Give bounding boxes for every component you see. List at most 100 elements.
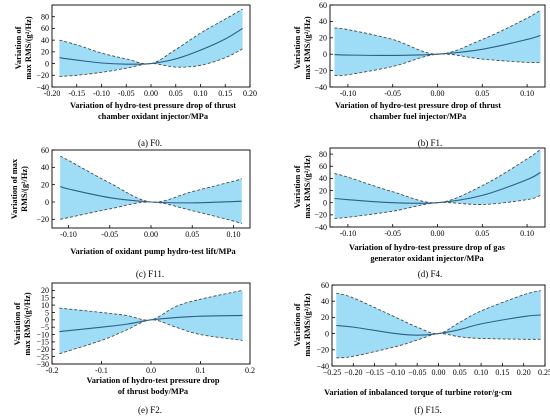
- y-tick-label: 0: [45, 198, 49, 207]
- x-axis-label: Variation of hydro-test pressure drop of…: [349, 243, 506, 252]
- x-tick-label: 0.20: [243, 89, 257, 98]
- x-tick-label: -0.05: [384, 229, 401, 238]
- panel-3: -0.10 -0.05 0.00 0.05 0.10 −40 −20 0 20 40 60 80 Var…: [293, 147, 546, 279]
- x-tick-label: -0.05: [101, 230, 118, 239]
- mean-line: [59, 314, 243, 333]
- y-tick-label: 40: [319, 17, 327, 26]
- y-tick-label: 80: [319, 150, 327, 159]
- y-axis-label: Variation of: [293, 26, 302, 69]
- x-tick-label: −0.20: [344, 368, 363, 377]
- mean-line: [334, 171, 541, 204]
- y-tick-label: −15: [36, 338, 49, 347]
- x-axis-label: generator oxidant injector/MPa: [370, 254, 484, 263]
- x-tick-label: −0.05: [408, 368, 427, 377]
- confidence-band: [60, 156, 242, 224]
- plot-area: [334, 9, 541, 77]
- x-tick-label: 0.1: [196, 366, 206, 375]
- x-axis-label: Variation of hydro-test pressure drop of…: [335, 101, 501, 110]
- plot-area: [59, 289, 243, 355]
- panel-2: -0.10 -0.05 0.00 0.05 0.10 −20 0 20 40 60 Variatio…: [10, 146, 251, 279]
- y-axis-label: RMS/(g²/Hz): [20, 166, 29, 212]
- panel-caption: (a) F0.: [138, 138, 162, 148]
- y-tick-label: 10: [41, 301, 49, 310]
- y-tick-label: −40: [314, 83, 327, 92]
- y-tick-label: 60: [319, 1, 327, 10]
- confidence-band: [334, 149, 541, 219]
- plot-area: [60, 155, 242, 225]
- x-axis-label: of thrust body/MPa: [118, 387, 189, 396]
- panel-caption: (f) F15.: [414, 405, 442, 415]
- y-tick-label: 20: [41, 48, 49, 57]
- x-axis-label: Variation of hydro-test pressure drop: [86, 376, 219, 385]
- y-axis-label: max RMS/(g²/Hz): [303, 16, 312, 79]
- caption-prefix: (a): [138, 138, 150, 148]
- x-axis-label: Variation of oxidant pump hydro-test lif…: [70, 247, 236, 256]
- panel-4: -0.2 -0.1 0.0 0.1 0.2 −30−25−20−15−10−5051015…: [13, 282, 255, 415]
- x-tick-label: 0.00: [144, 230, 158, 239]
- x-tick-label: 0.20: [517, 368, 531, 377]
- mean-line: [60, 185, 242, 204]
- caption-suffix: F4.: [430, 269, 442, 279]
- y-tick-label: 5: [45, 308, 49, 317]
- y-tick-label: −20: [36, 215, 49, 224]
- y-tick-label: 0: [323, 198, 327, 207]
- y-tick-label: 20: [41, 286, 49, 295]
- panel-caption: (b) F1.: [418, 138, 443, 148]
- panel-caption: (e) F2.: [138, 405, 162, 415]
- x-tick-label: -0.05: [118, 89, 135, 98]
- x-tick-label: 0.00: [432, 368, 446, 377]
- y-tick-label: −40: [316, 362, 329, 371]
- x-tick-label: -0.1: [95, 366, 108, 375]
- y-tick-label: 60: [41, 146, 49, 155]
- panel-5: −0.25 −0.20 −0.15 −0.10 −0.05 0.00 0.05 0.10 0.1…: [293, 281, 550, 415]
- x-axis-label: Variation of hydro-test pressure drop of…: [70, 101, 236, 110]
- y-tick-label: 60: [319, 162, 327, 171]
- y-tick-label: −20: [36, 71, 49, 80]
- x-tick-label: 0.10: [520, 229, 534, 238]
- y-axis-label: Variation of: [293, 303, 302, 346]
- plot-area: [336, 290, 541, 359]
- caption-suffix: F2.: [150, 405, 162, 415]
- x-axis-label: Variation of inbalanced torque of turbin…: [324, 388, 512, 397]
- y-tick-label: 15: [41, 294, 49, 303]
- y-tick-label: −20: [314, 66, 327, 75]
- x-tick-label: 0.25: [538, 368, 550, 377]
- y-tick-label: 20: [321, 313, 329, 322]
- plot-area: [59, 8, 243, 77]
- y-axis-label: Variation of: [13, 302, 22, 345]
- y-tick-label: 0: [45, 316, 49, 325]
- y-tick-label: 40: [41, 163, 49, 172]
- y-tick-label: 40: [41, 36, 49, 45]
- y-axis-label: Variation of: [14, 26, 23, 69]
- x-tick-label: 0.05: [453, 368, 467, 377]
- panel-1: -0.10 -0.05 0.00 0.05 0.10 −40 −20 0 20 40 60 Varia…: [293, 1, 546, 148]
- y-tick-label: 0: [323, 50, 327, 59]
- upper-bound-line: [59, 8, 243, 65]
- x-tick-label: 0.10: [194, 89, 208, 98]
- x-tick-label: -0.10: [93, 89, 110, 98]
- caption-prefix: (b): [418, 138, 431, 148]
- confidence-band: [336, 290, 541, 358]
- x-tick-label: −0.25: [323, 368, 342, 377]
- plot-area: [334, 148, 541, 219]
- y-tick-label: 40: [321, 297, 329, 306]
- mean-line: [334, 34, 541, 57]
- caption-suffix: F11.: [148, 269, 164, 279]
- caption-prefix: (f): [414, 405, 425, 415]
- y-tick-label: −10: [36, 330, 49, 339]
- x-tick-label: 0.00: [431, 89, 445, 98]
- x-tick-label: -0.10: [340, 89, 357, 98]
- panel-0: -0.20 -0.15 -0.10 -0.05 0.00 0.05 0.10 0.15 0.20…: [14, 4, 257, 148]
- y-tick-label: −40: [314, 223, 327, 232]
- x-tick-label: 0.15: [495, 368, 509, 377]
- x-tick-label: 0.10: [474, 368, 488, 377]
- y-tick-label: 40: [319, 174, 327, 183]
- panel-caption: (d) F4.: [418, 269, 443, 279]
- y-tick-label: 80: [41, 13, 49, 22]
- confidence-band: [59, 9, 243, 77]
- y-tick-label: 60: [41, 24, 49, 33]
- y-tick-label: −20: [316, 346, 329, 355]
- caption-suffix: F15.: [425, 405, 441, 415]
- x-tick-label: -0.20: [44, 89, 61, 98]
